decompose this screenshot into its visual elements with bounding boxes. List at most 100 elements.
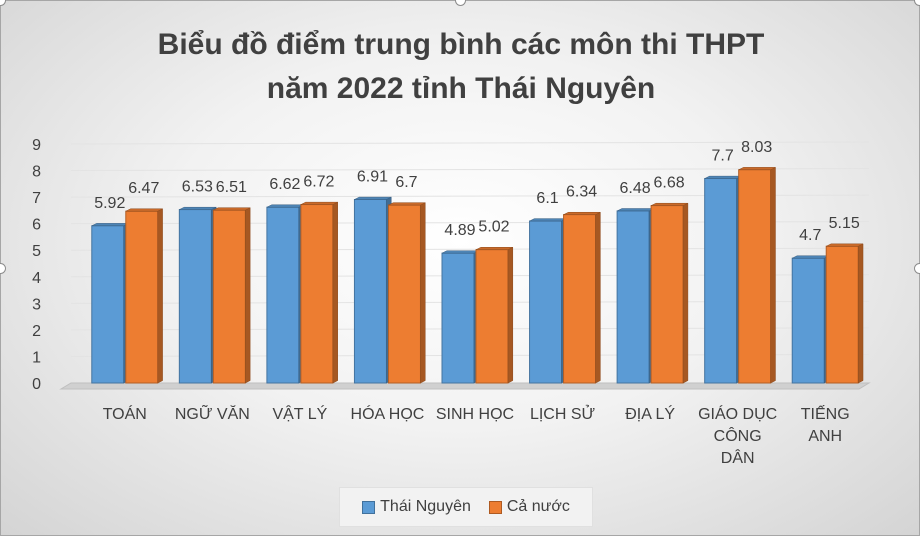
bar-side	[332, 201, 338, 384]
data-label: 6.34	[566, 184, 597, 201]
bar-thai-nguyen-4	[441, 250, 480, 384]
bar-side	[245, 207, 251, 384]
bar-thai-nguyen-8	[791, 255, 830, 384]
bar-front	[353, 199, 387, 384]
bar-thai-nguyen-7	[704, 175, 742, 384]
data-label: 8.03	[741, 139, 772, 156]
bar-ca-nuoc-4	[475, 246, 514, 384]
bar-thai-nguyen-2	[266, 204, 304, 384]
bar-ca-nuoc-6	[650, 202, 689, 384]
x-category-label: VẬT LÝ	[272, 404, 327, 423]
gridline	[70, 168, 870, 172]
x-category-label: GIÁO DỤC	[698, 404, 777, 423]
resize-handle-top-right[interactable]	[914, 0, 920, 6]
bar-top	[179, 206, 217, 210]
bar-thai-nguyen-1	[178, 206, 217, 384]
bar-front	[212, 209, 246, 384]
y-tick-label: 6	[32, 217, 41, 234]
bar-top	[738, 167, 776, 171]
bar-ca-nuoc-1	[212, 207, 251, 384]
chart-title: Biểu đồ điểm trung bình các môn thi THPT…	[1, 23, 919, 111]
bar-top	[125, 208, 163, 212]
data-label: 6.53	[182, 179, 213, 196]
bar-ca-nuoc-7	[738, 166, 776, 384]
chart-floor	[59, 382, 871, 390]
bar-top	[388, 202, 426, 206]
bar-top	[826, 243, 864, 247]
bar-front	[738, 169, 772, 384]
legend-item-ca-nuoc: Cả nước	[488, 498, 570, 516]
legend-swatch-ca-nuoc	[488, 500, 502, 514]
bar-front	[563, 214, 597, 384]
bar-top	[792, 255, 830, 259]
y-tick-label: 5	[32, 243, 41, 260]
data-label: 6.51	[216, 179, 247, 196]
bar-front	[529, 220, 563, 384]
bar-ca-nuoc-2	[300, 201, 338, 384]
y-tick-label: 4	[32, 270, 41, 287]
bar-front	[791, 257, 825, 384]
bar-front	[704, 178, 738, 384]
bar-top	[475, 247, 513, 250]
bar-top	[704, 175, 742, 179]
y-tick-label: 8	[32, 164, 41, 181]
x-category-label: LỊCH SỬ	[530, 404, 595, 423]
bar-front	[266, 206, 300, 384]
chart-title-line-1: Biểu đồ điểm trung bình các môn thi THPT	[157, 28, 765, 61]
y-tick-label: 1	[32, 349, 41, 366]
data-label: 6.62	[269, 176, 300, 193]
y-tick-label: 3	[32, 296, 41, 313]
bar-side	[507, 246, 514, 384]
bar-front	[650, 205, 684, 384]
bar-ca-nuoc-5	[563, 211, 601, 384]
bar-top	[563, 211, 601, 215]
bar-thai-nguyen-6	[616, 208, 655, 384]
legend-label-thai-nguyen: Thái Nguyên	[380, 498, 471, 515]
data-label: 7.7	[712, 148, 734, 165]
x-category-label: CÔNG	[714, 426, 762, 445]
y-tick-label: 2	[32, 323, 41, 340]
legend-swatch-thai-nguyen	[362, 500, 376, 514]
x-category-label: ANH	[808, 428, 842, 445]
legend-item-thai-nguyen: Thái Nguyên	[362, 498, 471, 516]
bar-front	[178, 209, 212, 384]
data-label: 5.92	[94, 195, 125, 212]
bar-front	[387, 204, 421, 384]
y-tick-label: 7	[32, 190, 41, 207]
data-label: 6.7	[395, 174, 417, 191]
bar-front	[825, 245, 859, 384]
bar-top	[213, 207, 251, 211]
data-label: 6.91	[357, 169, 388, 186]
data-label: 5.15	[829, 215, 860, 232]
data-label: 6.47	[128, 180, 159, 197]
gridline	[70, 141, 870, 145]
bar-side	[770, 166, 776, 384]
x-category-label: NGỮ VĂN	[175, 403, 250, 423]
bar-top	[266, 204, 304, 208]
data-label: 5.02	[478, 219, 509, 236]
bar-front	[616, 210, 650, 384]
bar-ca-nuoc-8	[825, 243, 864, 384]
bar-top	[616, 208, 655, 212]
x-category-label: HÓA HỌC	[351, 404, 425, 423]
y-tick-label: 9	[32, 137, 41, 154]
bar-front	[91, 225, 125, 384]
bar-top	[529, 218, 567, 222]
bar-thai-nguyen-5	[529, 218, 567, 384]
bar-front	[441, 252, 475, 384]
bar-side	[857, 243, 864, 384]
x-category-label: DÂN	[721, 448, 755, 467]
legend: Thái Nguyên Cả nước	[339, 487, 593, 527]
bar-top	[91, 223, 129, 227]
bar-side	[595, 211, 601, 384]
bar-ca-nuoc-0	[125, 208, 163, 384]
data-label: 4.7	[799, 227, 821, 244]
bar-thai-nguyen-0	[91, 222, 129, 384]
bar-side	[420, 202, 426, 384]
bar-top	[300, 201, 338, 205]
bar-side	[682, 202, 689, 384]
chart-title-line-2: năm 2022 tỉnh Thái Nguyên	[266, 72, 656, 105]
resize-handle-middle-right[interactable]	[914, 263, 920, 274]
